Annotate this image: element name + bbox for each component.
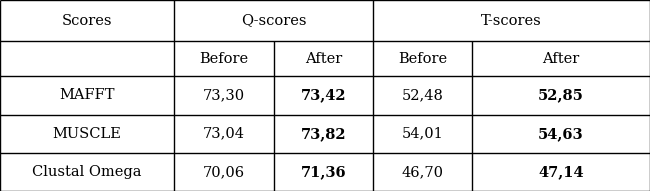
Text: Before: Before (398, 52, 447, 66)
Text: 73,30: 73,30 (203, 88, 245, 103)
Text: 73,42: 73,42 (301, 88, 346, 103)
Text: Q-scores: Q-scores (241, 14, 306, 28)
Text: MUSCLE: MUSCLE (53, 127, 122, 141)
Text: MAFFT: MAFFT (59, 88, 115, 103)
Text: After: After (305, 52, 343, 66)
Text: 54,63: 54,63 (538, 127, 584, 141)
Text: Scores: Scores (62, 14, 112, 28)
Text: 46,70: 46,70 (402, 165, 443, 179)
Text: After: After (542, 52, 580, 66)
Text: 73,82: 73,82 (301, 127, 346, 141)
Text: Before: Before (200, 52, 249, 66)
Text: 73,04: 73,04 (203, 127, 245, 141)
Text: Clustal Omega: Clustal Omega (32, 165, 142, 179)
Text: 54,01: 54,01 (402, 127, 443, 141)
Text: 52,85: 52,85 (538, 88, 584, 103)
Text: 47,14: 47,14 (538, 165, 584, 179)
Text: 71,36: 71,36 (301, 165, 346, 179)
Text: 70,06: 70,06 (203, 165, 245, 179)
Text: 52,48: 52,48 (402, 88, 443, 103)
Text: T-scores: T-scores (481, 14, 542, 28)
